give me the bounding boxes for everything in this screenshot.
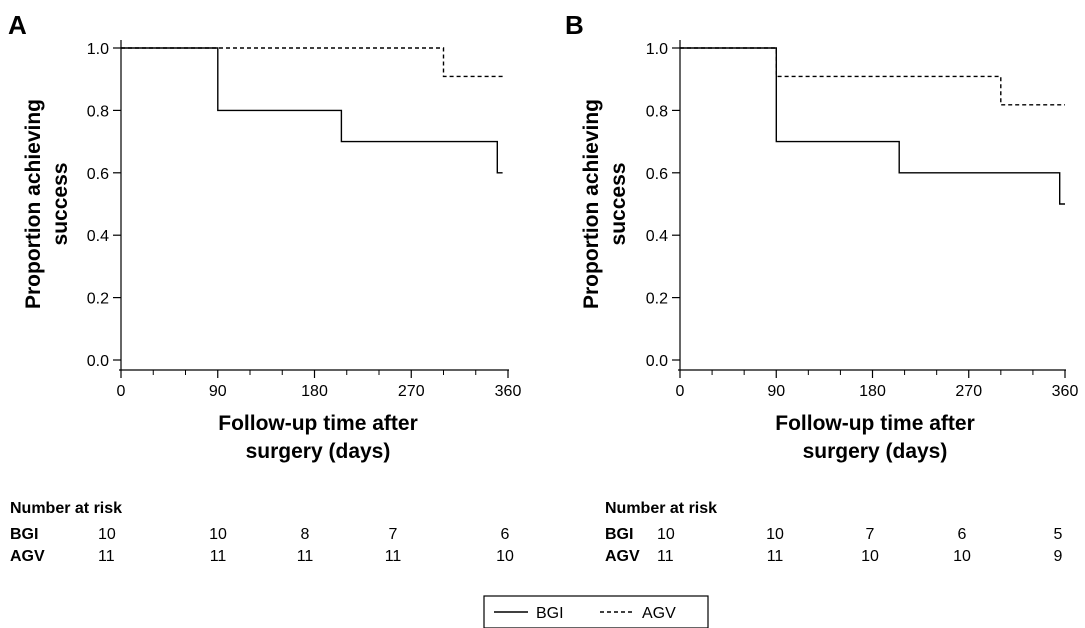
- series-line-bgi: [121, 47, 503, 174]
- risk-value: 10: [766, 526, 784, 543]
- risk-value: 11: [767, 548, 784, 565]
- panel-b: B 0.0 0.2 0.4 0.6 0.8 1.0 0 90 180 270 360 Proportio…: [565, 10, 1078, 565]
- risk-value: 10: [209, 526, 227, 543]
- y-tick-label: 0.2: [87, 291, 109, 308]
- legend-entry-bgi: BGI: [536, 605, 564, 622]
- x-axis-label: Follow-up time after: [218, 412, 418, 435]
- risk-value: 10: [496, 548, 514, 565]
- risk-value: 11: [657, 548, 674, 565]
- y-axis-label: Proportion achieving: [22, 99, 45, 309]
- y-tick-label: 1.0: [87, 41, 109, 58]
- risk-value: 6: [501, 526, 510, 543]
- risk-row-label: BGI: [10, 526, 38, 543]
- y-tick-label: 0.4: [87, 228, 109, 245]
- x-axis-label: Follow-up time after: [775, 412, 975, 435]
- risk-value: 5: [1054, 526, 1063, 543]
- x-tick-label: 0: [676, 383, 685, 400]
- risk-value: 6: [958, 526, 967, 543]
- risk-row-label: AGV: [605, 548, 640, 565]
- x-axis-label-line2: surgery (days): [803, 440, 948, 463]
- risk-value: 8: [301, 526, 310, 543]
- y-tick-label: 0.2: [646, 291, 668, 308]
- x-tick-label: 180: [859, 383, 886, 400]
- risk-value: 10: [98, 526, 116, 543]
- series-line-bgi: [680, 47, 1065, 205]
- legend: BGI AGV: [483, 595, 709, 628]
- risk-value: 9: [1054, 548, 1063, 565]
- x-tick-label: 90: [767, 383, 785, 400]
- y-tick-label: 0.0: [646, 353, 668, 370]
- x-tick-label: 180: [301, 383, 328, 400]
- x-axis-label-line2: surgery (days): [246, 440, 391, 463]
- series-line-agv: [121, 47, 503, 78]
- y-axis-label-line2: success: [607, 163, 630, 246]
- y-tick-label: 0.6: [87, 166, 109, 183]
- y-tick-label: 0.4: [646, 228, 668, 245]
- y-axis-label: Proportion achieving: [580, 99, 603, 309]
- risk-value: 10: [657, 526, 675, 543]
- risk-value: 11: [385, 548, 402, 565]
- risk-table-title: Number at risk: [10, 500, 122, 517]
- y-axis-label-line2: success: [49, 163, 72, 246]
- legend-box: [483, 595, 709, 628]
- risk-row-label: BGI: [605, 526, 633, 543]
- x-tick-label: 360: [495, 383, 522, 400]
- risk-value: 11: [98, 548, 115, 565]
- risk-value: 7: [389, 526, 398, 543]
- risk-row-label: AGV: [10, 548, 45, 565]
- y-tick-label: 1.0: [646, 41, 668, 58]
- x-tick-label: 90: [209, 383, 227, 400]
- panel-a: A 0.0 0.2 0.4 0.6 0.8 1.0 0 90 180 270 360 Proportio…: [8, 10, 521, 565]
- risk-value: 10: [953, 548, 971, 565]
- y-tick-label: 0.8: [646, 103, 668, 120]
- x-tick-label: 360: [1052, 383, 1079, 400]
- x-tick-label: 270: [955, 383, 982, 400]
- risk-value: 11: [210, 548, 227, 565]
- y-tick-label: 0.0: [87, 353, 109, 370]
- risk-value: 7: [866, 526, 875, 543]
- risk-table-title: Number at risk: [605, 500, 717, 517]
- series-line-agv: [680, 47, 1065, 106]
- legend-entry-agv: AGV: [642, 605, 676, 622]
- risk-value: 10: [861, 548, 879, 565]
- x-tick-label: 0: [117, 383, 126, 400]
- panel-label: A: [8, 10, 27, 40]
- x-tick-label: 270: [398, 383, 425, 400]
- y-tick-label: 0.6: [646, 166, 668, 183]
- y-tick-label: 0.8: [87, 103, 109, 120]
- panel-label: B: [565, 10, 584, 40]
- risk-value: 11: [297, 548, 314, 565]
